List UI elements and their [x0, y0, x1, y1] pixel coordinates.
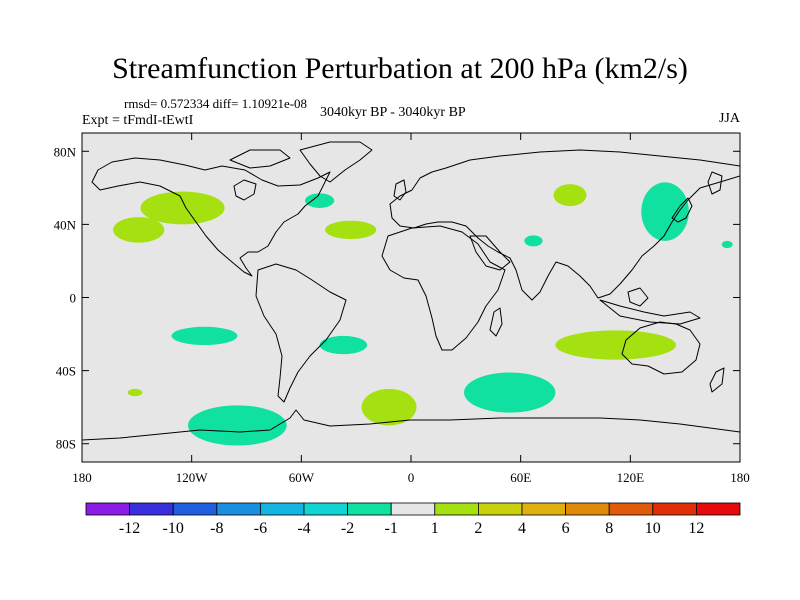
colorbar-label-4: -4 — [297, 520, 310, 537]
contour-region-7 — [304, 193, 335, 208]
colorbar-swatch-11 — [565, 502, 610, 516]
colorbar-swatch-12 — [608, 502, 654, 516]
coast-new-zealand — [709, 367, 725, 393]
contour-regions — [113, 182, 733, 446]
contour-region-6 — [127, 388, 143, 397]
coast-arabia — [469, 235, 511, 271]
colorbar-label-1: -10 — [163, 520, 184, 537]
colorbar-swatch-6 — [347, 502, 392, 516]
x-tick-label-6: 180 — [730, 470, 750, 485]
colorbar-label-3: -6 — [254, 520, 267, 537]
experiment-label: Expt = tFmdI-tEwtI — [82, 113, 194, 128]
x-axis: 180 120W 60W 0 60E 120E 180 — [72, 133, 750, 485]
colorbar-label-6: -1 — [385, 520, 398, 537]
colorbar-swatch-4 — [259, 502, 305, 516]
y-tick-label-2: 0 — [70, 291, 77, 306]
coast-arctic-islands — [229, 149, 291, 169]
contour-region-14 — [188, 405, 287, 446]
coast-australia — [621, 321, 701, 375]
contour-region-12 — [319, 335, 368, 355]
contour-region-8 — [641, 182, 689, 241]
colorbar-swatch-0 — [85, 502, 130, 516]
coast-antarctica — [82, 409, 740, 441]
coast-south-america — [255, 263, 347, 403]
colorbar-swatch-10 — [521, 502, 566, 516]
colorbar-label-7: 1 — [431, 520, 439, 537]
colorbar-label-11: 8 — [605, 520, 613, 537]
colorbar-swatch-5 — [303, 502, 348, 516]
contour-region-3 — [553, 184, 587, 207]
colorbar-label-10: 6 — [562, 520, 570, 537]
coast-indonesia — [599, 299, 701, 325]
contour-region-13 — [464, 372, 556, 413]
coastlines — [82, 141, 740, 441]
colorbar-label-13: 12 — [688, 520, 704, 537]
x-tick-label-0: 180 — [72, 470, 92, 485]
contour-region-10 — [721, 240, 733, 249]
colorbar-label-9: 4 — [518, 520, 526, 537]
contour-region-4 — [555, 330, 677, 360]
coast-eurasia — [389, 149, 740, 301]
coast-japan — [671, 197, 693, 223]
colorbar-swatch-9 — [477, 502, 523, 516]
coast-greenland — [299, 141, 373, 183]
chart-title: Streamfunction Perturbation at 200 hPa (… — [112, 52, 688, 85]
colorbar-swatch-3 — [216, 502, 261, 516]
colorbar-swatch-7 — [390, 502, 436, 516]
x-tick-label-5: 120E — [617, 470, 645, 485]
colorbar-label-2: -8 — [210, 520, 223, 537]
colorbar-swatch-1 — [129, 502, 174, 516]
colorbar-label-12: 10 — [645, 520, 661, 537]
contour-region-9 — [524, 235, 543, 247]
x-tick-label-4: 60E — [510, 470, 531, 485]
colorbar-swatch-14 — [696, 502, 741, 516]
contour-region-2 — [325, 220, 377, 240]
coast-north-america — [91, 157, 331, 277]
contour-region-11 — [171, 326, 238, 346]
coast-hudson-bay — [233, 179, 257, 201]
colorbar-label-8: 2 — [474, 520, 482, 537]
coast-madagascar — [489, 307, 503, 337]
y-tick-label-1: 40N — [54, 217, 77, 232]
colorbar-swatch-2 — [172, 502, 218, 516]
contour-region-1 — [113, 217, 165, 243]
contour-region-0 — [140, 191, 225, 225]
period-label: 3040kyr BP - 3040kyr BP — [320, 105, 466, 120]
x-tick-label-3: 0 — [408, 470, 415, 485]
contour-region-5 — [361, 388, 417, 426]
colorbar-swatch-13 — [652, 502, 697, 516]
coast-borneo — [627, 287, 649, 307]
season-label: JJA — [718, 111, 740, 126]
y-tick-label-3: 40S — [56, 364, 76, 379]
coast-africa — [381, 225, 506, 351]
x-tick-label-2: 60W — [289, 470, 315, 485]
colorbar: -12 -10 -8 -6 -4 -2 -1 1 2 4 6 8 10 12 — [85, 502, 741, 537]
x-tick-label-1: 120W — [176, 470, 209, 485]
rmsd-stats: rmsd= 0.572334 diff= 1.10921e-08 — [124, 96, 308, 111]
colorbar-label-0: -12 — [119, 520, 140, 537]
coast-kamchatka — [707, 171, 723, 195]
y-axis: 80N 40N 0 40S 80S — [54, 144, 740, 452]
colorbar-label-5: -2 — [341, 520, 354, 537]
coast-britain — [393, 179, 407, 201]
colorbar-swatch-8 — [434, 502, 479, 516]
y-tick-label-0: 80N — [54, 144, 77, 159]
y-tick-label-4: 80S — [56, 437, 76, 452]
